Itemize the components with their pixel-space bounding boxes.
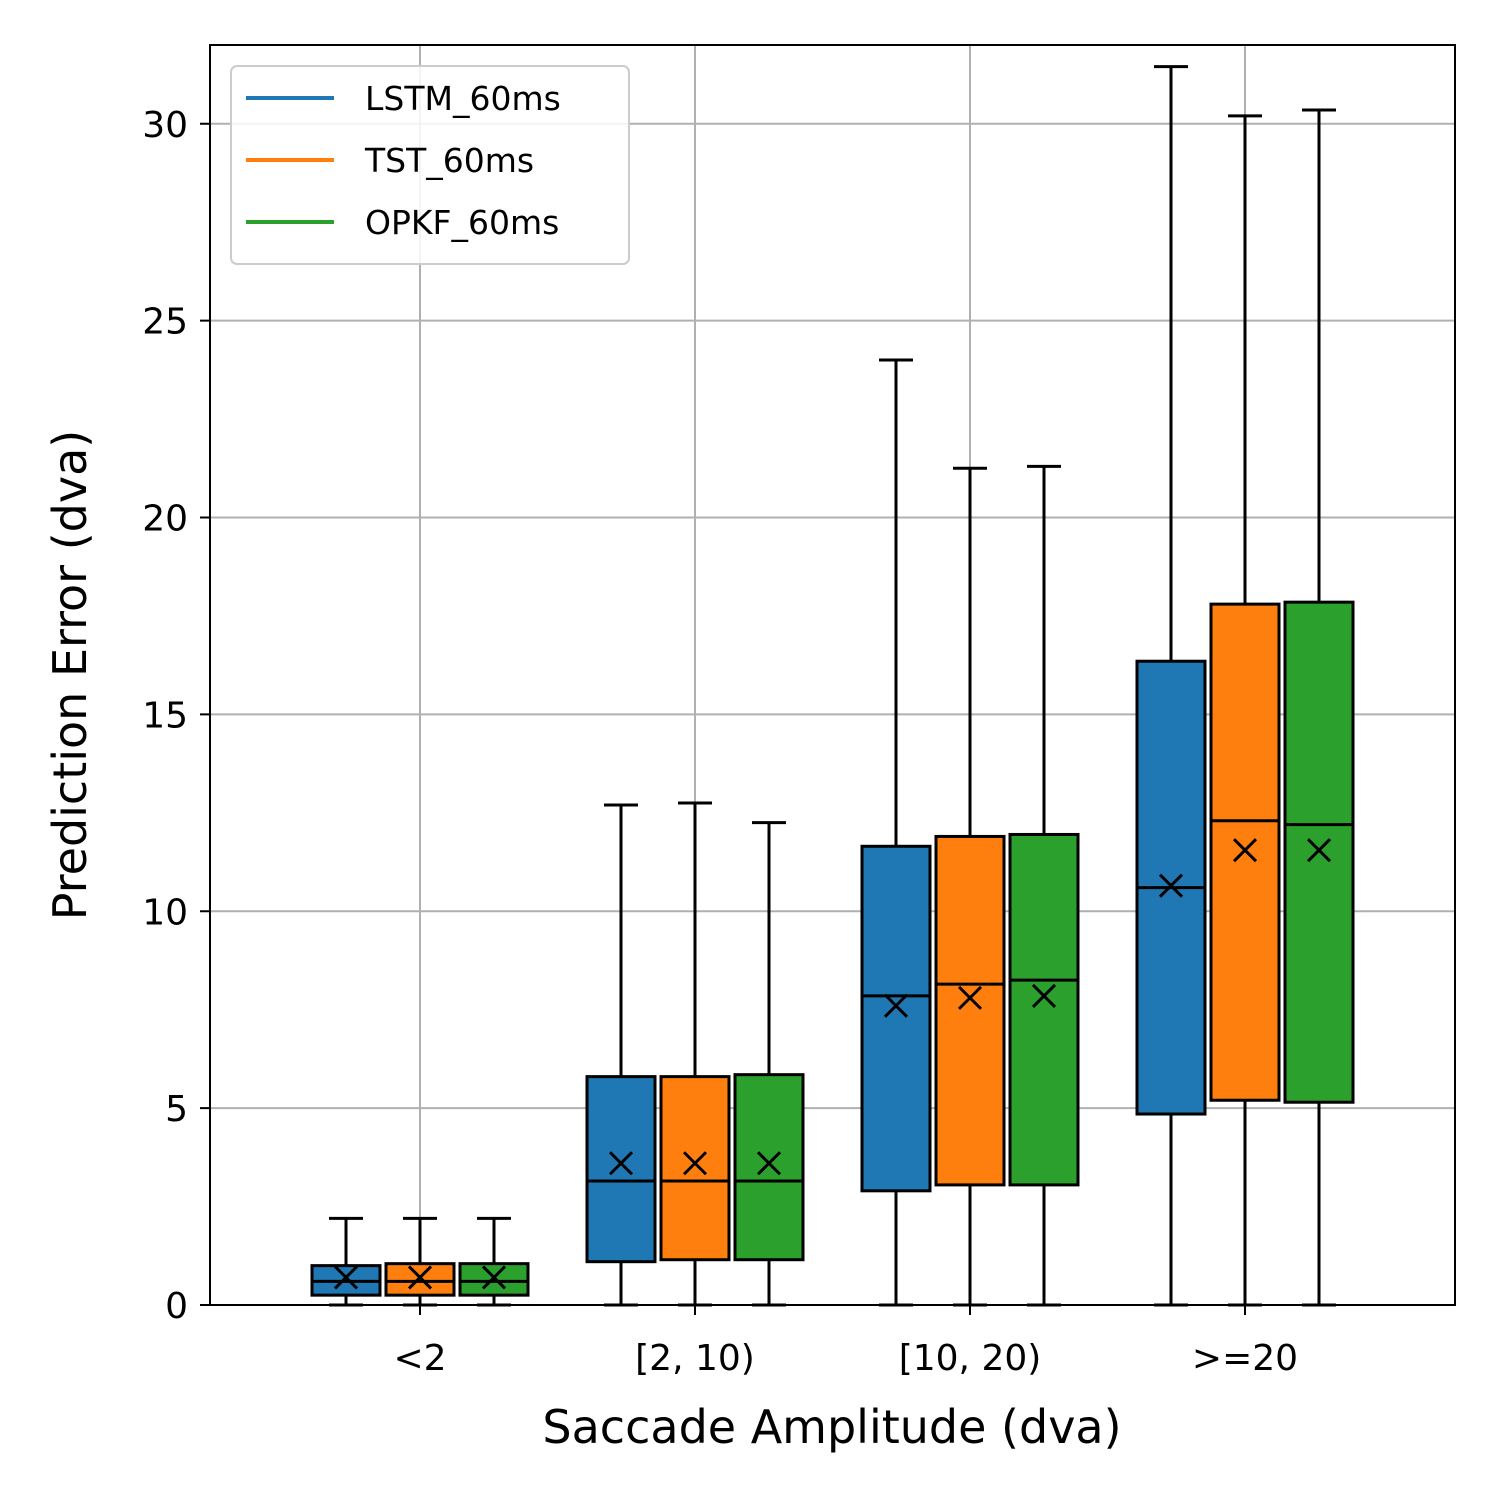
- mean-marker: [1158, 873, 1184, 898]
- legend: LSTM_60ms TST_60ms OPKF_60ms: [230, 65, 630, 265]
- box-layer: [310, 65, 1355, 1307]
- x-tick-label: [2, 10): [635, 1338, 755, 1379]
- box-OPKF_60ms-2: [1008, 464, 1080, 1307]
- box-OPKF_60ms-3: [1283, 108, 1355, 1307]
- y-tick-label: 5: [165, 1089, 188, 1130]
- box-LSTM_60ms-0: [310, 1216, 382, 1307]
- mean-marker: [1306, 838, 1332, 863]
- mean-marker: [481, 1265, 507, 1290]
- box-LSTM_60ms-2: [860, 358, 932, 1307]
- mean-marker: [1232, 838, 1258, 863]
- iqr-box: [1008, 832, 1080, 1187]
- mean-marker: [957, 985, 983, 1010]
- plot-area-frame: [209, 44, 1456, 1306]
- mean-marker: [756, 1151, 782, 1176]
- iqr-box: [860, 844, 932, 1193]
- y-tick-label: 30: [142, 105, 188, 146]
- mean-marker: [608, 1151, 634, 1176]
- y-axis-label: Prediction Error (dva): [43, 430, 97, 920]
- tick-layer: 0 5 10 15 20 25 30 <2 [2, 10) [10, 20) >=20: [142, 105, 1298, 1379]
- mean-marker: [333, 1265, 359, 1290]
- legend-label-tst: TST_60ms: [364, 141, 534, 180]
- iqr-box: [659, 1075, 731, 1262]
- iqr-box: [585, 1075, 657, 1264]
- legend-frame: [230, 65, 630, 265]
- y-tick-label: 0: [165, 1286, 188, 1327]
- box-OPKF_60ms-0: [458, 1216, 530, 1307]
- y-tick-label: 10: [142, 892, 188, 933]
- x-tick-label: >=20: [1192, 1338, 1298, 1379]
- box-OPKF_60ms-1: [733, 821, 805, 1307]
- box-LSTM_60ms-1: [585, 803, 657, 1307]
- box-TST_60ms-1: [659, 801, 731, 1307]
- box-LSTM_60ms-3: [1135, 65, 1207, 1307]
- y-tick-label: 20: [142, 499, 188, 540]
- mean-marker: [883, 993, 909, 1018]
- legend-label-opkf: OPKF_60ms: [365, 203, 559, 242]
- x-tick-label: [10, 20): [899, 1338, 1042, 1379]
- legend-label-lstm: LSTM_60ms: [365, 79, 561, 118]
- x-tick-label: <2: [393, 1338, 446, 1379]
- y-tick-label: 25: [142, 302, 188, 343]
- x-axis-label: Saccade Amplitude (dva): [542, 1400, 1121, 1454]
- iqr-box: [934, 834, 1006, 1187]
- box-TST_60ms-2: [934, 466, 1006, 1307]
- box-TST_60ms-3: [1209, 114, 1281, 1307]
- mean-marker: [1031, 983, 1057, 1008]
- box-TST_60ms-0: [384, 1216, 456, 1307]
- mean-marker: [407, 1265, 433, 1290]
- y-tick-label: 15: [142, 695, 188, 736]
- mean-marker: [682, 1151, 708, 1176]
- iqr-box: [733, 1073, 805, 1262]
